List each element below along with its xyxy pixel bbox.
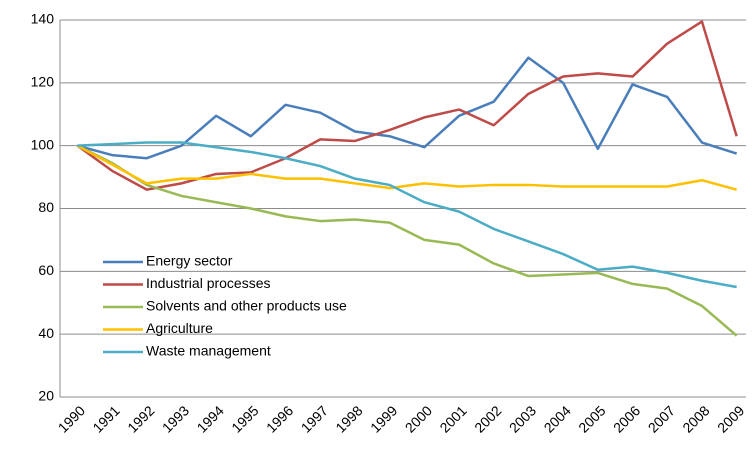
series-line [76,20,738,191]
legend-label: Solvents and other products use [146,298,347,314]
x-tick-label: 2006 [610,402,643,435]
legend-label: Energy sector [146,253,233,269]
x-tick-label: 1997 [298,402,331,435]
series-line [76,144,737,191]
x-tick-label: 1994 [194,402,227,435]
x-tick-label: 1999 [367,402,400,435]
series-line [76,144,738,337]
x-tick-label: 1993 [159,402,192,435]
x-tick-label: 2004 [541,402,574,435]
y-tick-label: 100 [31,136,55,152]
x-tick-label: 2001 [436,402,469,435]
x-tick-label: 1995 [228,402,261,435]
y-tick-label: 60 [38,262,54,278]
legend-label: Waste management [146,343,271,359]
series-line [77,141,737,289]
x-tick-label: 1992 [124,402,157,435]
y-tick-label: 140 [31,11,55,27]
y-tick-label: 80 [38,199,54,215]
legend-label: Industrial processes [146,275,271,291]
legend-label: Agriculture [146,320,213,336]
x-tick-label: 2000 [402,402,435,435]
x-tick-label: 1996 [263,402,296,435]
x-tick-label: 2002 [471,402,504,435]
x-tick-label: 2007 [645,402,678,435]
x-tick-label: 2008 [679,402,712,435]
y-tick-label: 20 [38,388,54,404]
x-tick-label: 2005 [575,402,608,435]
x-tick-label: 1990 [55,402,88,435]
y-tick-label: 40 [38,325,54,341]
x-tick-label: 2003 [506,402,539,435]
series-line [77,56,738,160]
x-tick-label: 1998 [332,402,365,435]
x-tick-label: 2009 [714,402,747,435]
y-tick-label: 120 [31,74,55,90]
x-tick-label: 1991 [89,402,122,435]
